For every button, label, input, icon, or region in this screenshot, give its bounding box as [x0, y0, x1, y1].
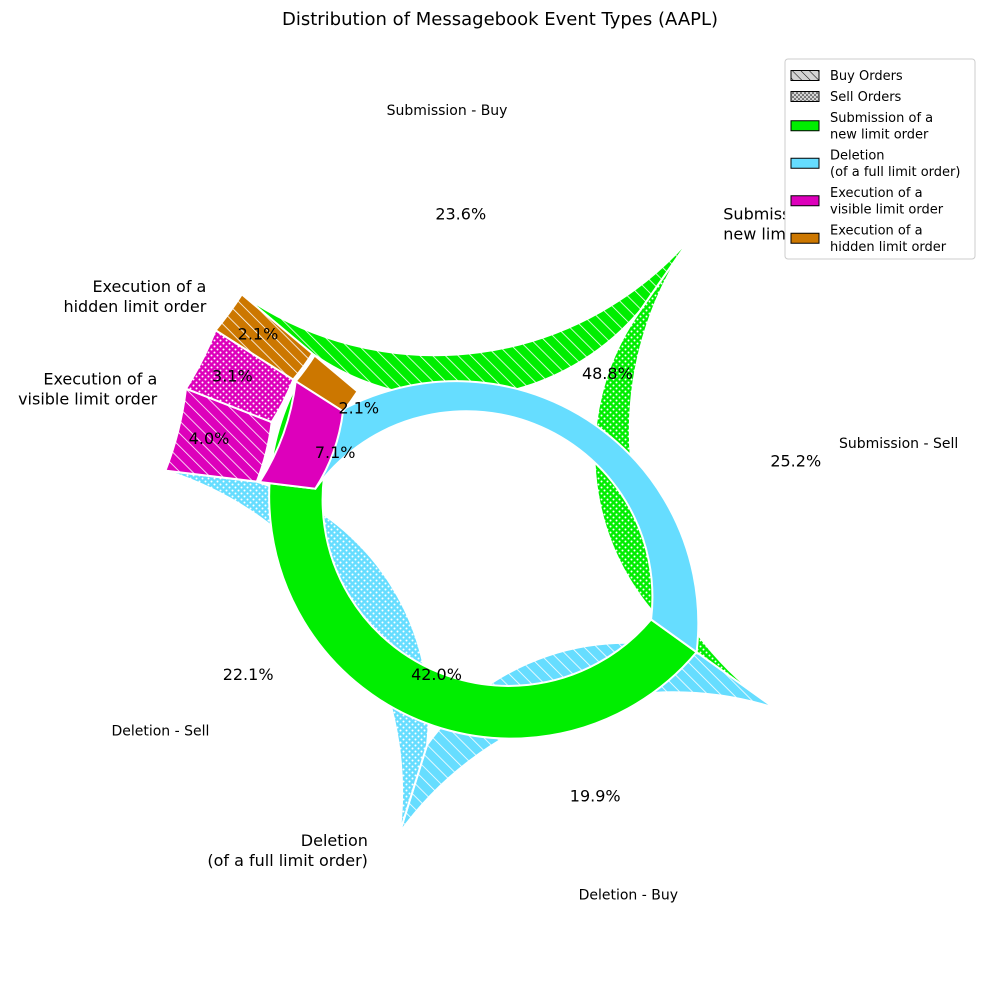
- outer-pct-label: 3.1%: [212, 366, 253, 385]
- outer-category-label-deletion-sell: Deletion - Sell: [111, 724, 209, 740]
- inner-category-label-deletion-of-a-full-limit-order: Deletion (of a full limit order): [207, 831, 368, 870]
- inner-pct-label: 7.1%: [315, 443, 356, 462]
- legend-entry-execution-of-a-hidden-limit-order: Execution of a hidden limit order: [790, 224, 947, 256]
- legend-entry-sell-orders: Sell Orders: [790, 90, 902, 105]
- inner-pct-label: 2.1%: [338, 399, 379, 418]
- outer-pct-label: 19.9%: [570, 786, 621, 805]
- inner-wedge-execution-of-a-hidden-limit-order: [294, 353, 359, 413]
- legend-swatch: [790, 195, 820, 207]
- outer-category-label-submission-buy: Submission - Buy: [387, 103, 508, 119]
- outer-category-label-submission-sell: Submission - Sell: [839, 436, 958, 452]
- legend-entry-deletion-of-a-full-limit-order: Deletion (of a full limit order): [790, 149, 960, 181]
- outer-pct-label: 22.1%: [223, 665, 274, 684]
- legend-swatch: [790, 120, 820, 132]
- outer-pct-label: 2.1%: [238, 325, 279, 344]
- outer-pct-label: 23.6%: [435, 205, 486, 224]
- legend-frame: [784, 58, 976, 260]
- outer-pct-label: 4.0%: [189, 429, 230, 448]
- outer-wedge-pattern: [214, 292, 314, 381]
- legend-entry-execution-of-a-visible-limit-order: Execution of a visible limit order: [790, 186, 944, 218]
- legend-swatch-pattern: [790, 91, 820, 102]
- chart-title: Distribution of Messagebook Event Types …: [282, 9, 718, 30]
- legend-label: Deletion (of a full limit order): [830, 149, 960, 181]
- inner-pct-label: 48.8%: [582, 364, 633, 383]
- inner-pct-label: 42.0%: [411, 665, 462, 684]
- outer-wedge-pattern: [184, 328, 295, 424]
- inner-wedge-deletion-of-a-full-limit-order: [257, 380, 700, 654]
- legend-swatch-pattern: [790, 70, 820, 81]
- outer-category-label-deletion-buy: Deletion - Buy: [579, 888, 678, 904]
- legend-label: Execution of a hidden limit order: [830, 224, 947, 256]
- legend-entry-buy-orders: Buy Orders: [790, 69, 903, 84]
- legend-swatch: [790, 157, 820, 169]
- legend-entry-submission-of-a-new-limit-order: Submission of a new limit order: [790, 111, 933, 143]
- outer-pct-label: 25.2%: [770, 452, 821, 471]
- legend-label: Sell Orders: [830, 90, 902, 105]
- legend-label: Buy Orders: [830, 69, 903, 84]
- inner-wedge-execution-of-a-visible-limit-order: [258, 379, 345, 490]
- chart-legend: Buy Orders Sell Orders Submission of a new …: [784, 58, 976, 260]
- outer-wedge-7: [214, 292, 314, 381]
- rings-group: 23.6% Submission - Buy 25.2% Submission - S…: [18, 103, 958, 903]
- inner-wedge-fill: [258, 379, 345, 490]
- legend-label: Submission of a new limit order: [830, 111, 933, 143]
- inner-category-label-execution-of-a-hidden-limit-order: Execution of a hidden limit order: [63, 277, 206, 316]
- inner-wedge-fill: [294, 353, 359, 413]
- inner-category-label-execution-of-a-visible-limit-order: Execution of a visible limit order: [18, 370, 158, 409]
- legend-swatch: [790, 232, 820, 244]
- inner-wedge-fill: [257, 380, 700, 654]
- legend-label: Execution of a visible limit order: [830, 186, 944, 218]
- outer-wedge-6: [184, 328, 295, 424]
